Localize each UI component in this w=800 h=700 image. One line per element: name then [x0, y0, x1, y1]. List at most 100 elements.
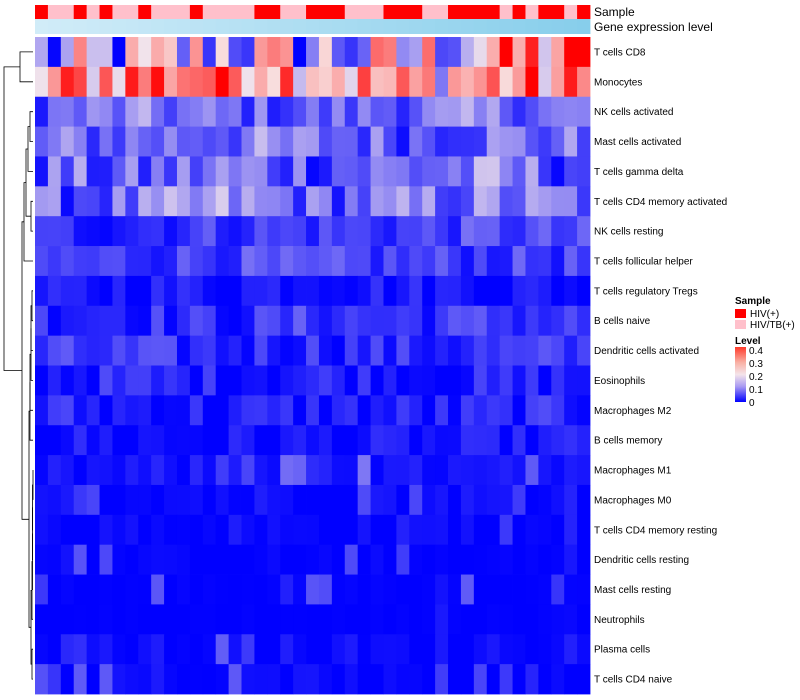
- heatmap-cell: [551, 126, 565, 157]
- heatmap-cell: [460, 484, 475, 516]
- heatmap-cell: [60, 156, 75, 187]
- heatmap-cell: [293, 186, 307, 217]
- heatmap-cell: [86, 395, 100, 426]
- heatmap-cell: [86, 156, 100, 187]
- heatmap-cell: [357, 365, 371, 396]
- heatmap-cell: [551, 216, 565, 247]
- heatmap-cell: [551, 484, 565, 516]
- heatmap-cell: [138, 156, 152, 187]
- gene-expression-cell: [60, 19, 75, 34]
- heatmap-cell: [499, 246, 513, 277]
- heatmap-cell: [138, 275, 152, 307]
- heatmap-cell: [486, 335, 501, 366]
- heatmap-cell: [151, 156, 165, 187]
- heatmap-cell: [215, 365, 230, 396]
- heatmap-cell: [60, 634, 75, 665]
- heatmap-cell: [473, 275, 488, 307]
- heatmap-cell: [370, 186, 384, 217]
- heatmap-cell: [383, 96, 397, 127]
- heatmap-cell: [254, 544, 268, 575]
- heatmap-cell: [473, 66, 488, 98]
- heatmap-cell: [383, 574, 397, 605]
- heatmap-cell: [486, 216, 501, 247]
- heatmap-cell: [577, 395, 591, 426]
- heatmap-cell: [241, 484, 255, 516]
- heatmap-cell: [318, 365, 333, 396]
- heatmap-cell: [344, 514, 359, 546]
- heatmap-cell: [577, 574, 591, 605]
- heatmap-cell: [189, 186, 204, 217]
- heatmap-cell: [151, 37, 165, 68]
- heatmap-cell: [306, 514, 320, 546]
- heatmap-cell: [202, 365, 217, 396]
- heatmap-cell: [112, 66, 126, 98]
- heatmap-cell: [60, 246, 75, 277]
- heatmap-cell: [254, 664, 268, 695]
- heatmap-cell: [512, 156, 526, 187]
- row-label: B cells memory: [594, 436, 662, 447]
- heatmap-cell: [215, 246, 230, 277]
- sample-annotation-cell: [448, 5, 462, 19]
- heatmap-cell: [448, 246, 462, 277]
- heatmap-cell: [254, 365, 268, 396]
- heatmap-cell: [267, 335, 281, 366]
- heatmap-cell: [267, 186, 281, 217]
- heatmap-cell: [125, 455, 139, 486]
- heatmap-cell: [460, 305, 475, 337]
- heatmap-cell: [331, 37, 346, 68]
- heatmap-cell: [551, 156, 565, 187]
- heatmap-cell: [86, 216, 100, 247]
- heatmap-cell: [267, 156, 281, 187]
- heatmap-cell: [228, 37, 242, 68]
- gene-expression-cell: [409, 19, 423, 34]
- heatmap-cell: [280, 186, 294, 217]
- heatmap-cell: [73, 395, 88, 426]
- heatmap-cell: [306, 37, 320, 68]
- heatmap-cell: [280, 66, 294, 98]
- heatmap-cell: [435, 604, 449, 635]
- heatmap-cell: [357, 186, 371, 217]
- heatmap-cell: [512, 335, 526, 366]
- heatmap-cell: [306, 574, 320, 605]
- heatmap-cell: [318, 544, 333, 575]
- heatmap-cell: [435, 455, 449, 486]
- heatmap-cell: [164, 425, 178, 456]
- heatmap-cell: [422, 186, 436, 217]
- heatmap-cell: [448, 484, 462, 516]
- row-label: NK cells resting: [594, 227, 663, 238]
- gene-expression-cell: [47, 19, 62, 34]
- heatmap-cell: [47, 186, 62, 217]
- heatmap-cell: [47, 514, 62, 546]
- heatmap-cell: [577, 156, 591, 187]
- heatmap-cell: [473, 365, 488, 396]
- heatmap-cell: [331, 156, 346, 187]
- heatmap-cell: [357, 335, 371, 366]
- heatmap-cell: [254, 484, 268, 516]
- heatmap-cell: [486, 365, 501, 396]
- heatmap-cell: [383, 484, 397, 516]
- heatmap-cell: [125, 66, 139, 98]
- heatmap-cell: [151, 574, 165, 605]
- heatmap-cell: [254, 275, 268, 307]
- heatmap-cell: [383, 365, 397, 396]
- heatmap-cell: [344, 544, 359, 575]
- heatmap-cell: [396, 604, 410, 635]
- heatmap-cell: [370, 126, 384, 157]
- row-label: Plasma cells: [594, 645, 650, 656]
- heatmap-cell: [448, 574, 462, 605]
- gene-expression-cell: [499, 19, 513, 34]
- heatmap-cell: [125, 365, 139, 396]
- heatmap-cell: [525, 246, 539, 277]
- heatmap-cell: [254, 514, 268, 546]
- heatmap-cell: [383, 664, 397, 695]
- heatmap-cell: [538, 365, 552, 396]
- heatmap-cell: [577, 66, 591, 98]
- row-label: T cells follicular helper: [594, 257, 693, 268]
- heatmap-cell: [228, 574, 242, 605]
- heatmap-cell: [189, 126, 204, 157]
- heatmap-cell: [344, 126, 359, 157]
- row-label: Macrophages M2: [594, 406, 672, 417]
- heatmap-cell: [577, 96, 591, 127]
- heatmap-cell: [564, 664, 578, 695]
- heatmap-cell: [409, 514, 423, 546]
